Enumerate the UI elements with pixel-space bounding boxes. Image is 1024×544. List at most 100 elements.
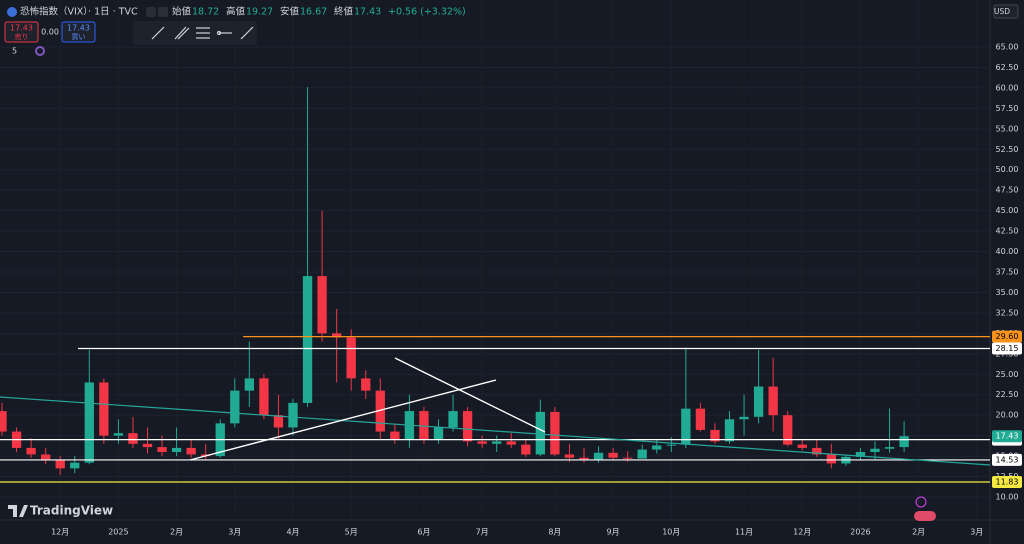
y-tick-label: 62.50 [996, 63, 1019, 72]
y-tick-label: 55.00 [996, 124, 1019, 133]
candle-body [186, 447, 196, 455]
y-tick-label: 20.00 [996, 411, 1019, 420]
x-tick-label: 12月 [793, 528, 811, 537]
candle-body [768, 386, 778, 416]
candle-body [40, 454, 51, 461]
currency: USD [994, 7, 1010, 16]
ohlc-label: 安値 [280, 6, 300, 18]
y-tick-label: 35.00 [996, 288, 1019, 297]
indicator-count[interactable]: 5 [12, 47, 17, 56]
candle-body [433, 427, 444, 440]
buy-button[interactable] [61, 21, 96, 43]
candle-body [637, 449, 647, 459]
x-tick-label: 7月 [476, 528, 489, 537]
candle-body [797, 444, 807, 448]
candle-body [622, 457, 633, 459]
sell-label: 売り [15, 32, 29, 41]
level-label-bg [992, 476, 1022, 489]
x-tick-label: 10月 [662, 528, 680, 537]
candle-body [550, 411, 560, 455]
x-tick-label: 3月 [228, 528, 241, 537]
x-tick-label: 9月 [607, 528, 620, 537]
x-tick-label: 11月 [735, 528, 753, 537]
y-tick-label: 45.00 [996, 206, 1019, 215]
y-tick-label: 42.50 [996, 227, 1019, 236]
event-badge[interactable] [914, 511, 936, 521]
x-tick-label: 6月 [417, 528, 430, 537]
candle-body [331, 333, 342, 338]
candle-body [477, 441, 487, 444]
spread: 0.00 [41, 28, 59, 37]
candle-body [652, 445, 662, 450]
icon[interactable] [35, 46, 45, 56]
level-label: 14.53 [996, 455, 1019, 464]
y-tick-label: 57.50 [996, 104, 1019, 113]
x-tick-label: 2月 [170, 528, 183, 537]
toolbar-icons[interactable] [151, 26, 254, 40]
trend-line [189, 379, 497, 461]
trend-line [394, 357, 546, 433]
last-price-label: 17.43 [996, 432, 1019, 441]
ohlc-value: 17.43 [354, 7, 381, 18]
candle-body [812, 447, 822, 455]
candle-body [375, 390, 385, 432]
y-tick-label: 65.00 [996, 43, 1019, 52]
level-label-bg [992, 330, 1022, 343]
brand: TradingView [30, 504, 113, 518]
candle-body [666, 444, 676, 446]
currency-button[interactable] [993, 4, 1019, 19]
candle-body [128, 433, 138, 444]
candle-body [739, 416, 749, 420]
candle-body [884, 447, 895, 449]
candle-body [506, 441, 516, 445]
candle-body [113, 433, 124, 436]
candle-body [0, 411, 7, 432]
candle-body [695, 408, 706, 430]
candle-body [171, 447, 182, 452]
event-icon[interactable] [915, 496, 927, 508]
candle-body [535, 411, 546, 455]
symbol-title: 恐怖指数（VIX）· 1日 · TVC [20, 6, 138, 18]
candle-body [899, 436, 909, 448]
icon[interactable] [158, 7, 168, 17]
icon[interactable] [146, 7, 156, 17]
candle-body [521, 444, 531, 455]
candle-body [317, 276, 327, 334]
ohlc-label: 高値 [226, 6, 246, 18]
candle-body [361, 378, 371, 391]
candle-body [244, 378, 255, 391]
sell-button[interactable] [4, 21, 39, 43]
candle-body [593, 452, 604, 460]
y-tick-label: 47.50 [996, 186, 1019, 195]
level-label: 11.83 [996, 478, 1019, 487]
candle-body [608, 452, 618, 458]
flag-icon [7, 7, 17, 17]
candle-body [346, 337, 356, 379]
change: +0.56 (+3.32%) [388, 7, 466, 18]
candle-body [462, 411, 473, 442]
buy-price: 17.43 [67, 24, 90, 33]
candle-body [419, 411, 429, 440]
x-tick-label: 4月 [286, 528, 299, 537]
y-tick-label: 40.00 [996, 247, 1019, 256]
candle-body [710, 429, 720, 442]
candle-body [753, 386, 764, 417]
candle-body [99, 382, 109, 436]
candle-body [681, 408, 691, 445]
candle-body [142, 443, 153, 448]
candle-body [302, 276, 313, 403]
y-tick-label: 52.50 [996, 145, 1019, 154]
candle-body [55, 460, 65, 469]
x-tick-label: 3月 [970, 528, 983, 537]
x-tick-label: 12月 [51, 528, 69, 537]
brand-logo [8, 505, 28, 517]
y-tick-label: 60.00 [996, 83, 1019, 92]
y-tick-label: 10.00 [996, 493, 1019, 502]
candle-body [492, 441, 502, 444]
candle-body [70, 462, 80, 469]
candle-body [390, 431, 400, 440]
y-tick-label: 25.00 [996, 370, 1019, 379]
candle-body [157, 447, 167, 452]
candle-body [724, 419, 735, 442]
